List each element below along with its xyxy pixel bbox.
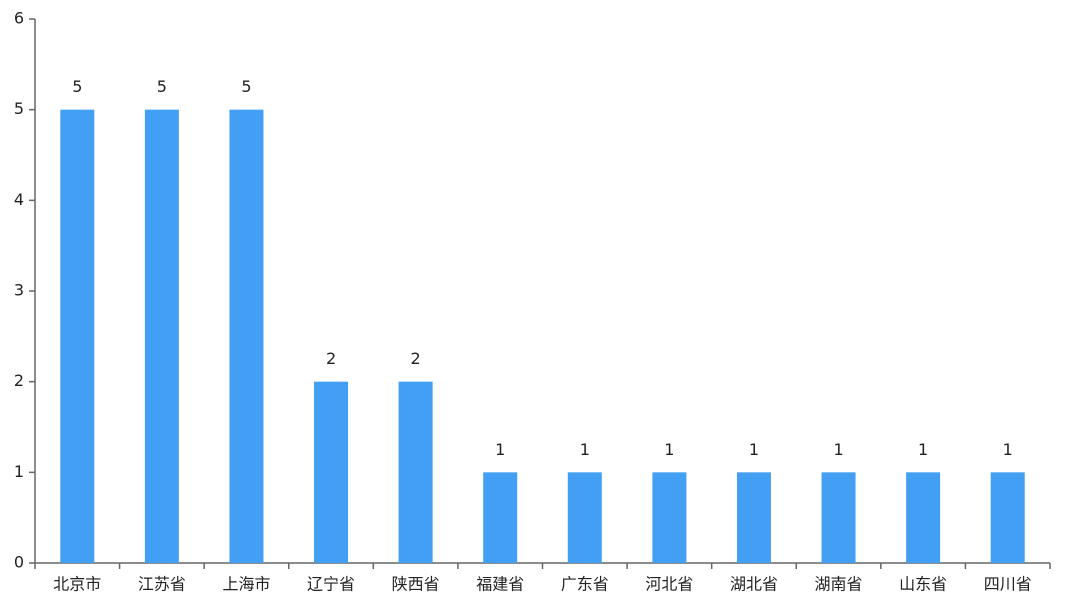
x-tick-label: 陕西省	[392, 575, 440, 594]
x-tick-label: 辽宁省	[307, 575, 355, 594]
data-label: 5	[241, 77, 251, 96]
bar	[990, 472, 1025, 563]
data-label: 1	[1003, 440, 1013, 459]
x-tick-label: 上海市	[222, 575, 270, 594]
bar	[60, 109, 95, 564]
data-label: 1	[833, 440, 843, 459]
bar	[314, 381, 349, 563]
data-label: 2	[411, 349, 421, 368]
bar	[144, 109, 179, 564]
data-label: 1	[580, 440, 590, 459]
data-label: 1	[918, 440, 928, 459]
y-tick-label: 0	[14, 553, 24, 572]
y-tick-label: 3	[14, 281, 24, 300]
y-tick-label: 2	[14, 371, 24, 390]
data-label: 5	[72, 77, 82, 96]
x-tick-label: 福建省	[476, 575, 524, 594]
bar	[736, 472, 771, 563]
data-label: 5	[157, 77, 167, 96]
bar	[229, 109, 264, 564]
y-tick-label: 5	[14, 99, 24, 118]
y-tick-label: 1	[14, 462, 24, 481]
data-label: 1	[664, 440, 674, 459]
data-label: 1	[495, 440, 505, 459]
y-tick-label: 4	[14, 190, 24, 209]
x-tick-label: 江苏省	[138, 575, 186, 594]
bar	[652, 472, 687, 563]
x-tick-label: 北京市	[53, 575, 101, 594]
x-tick-label: 湖北省	[730, 575, 778, 594]
bar	[906, 472, 941, 563]
data-label: 1	[749, 440, 759, 459]
bar	[821, 472, 856, 563]
x-tick-label: 山东省	[899, 575, 947, 594]
data-label: 2	[326, 349, 336, 368]
bar	[398, 381, 433, 563]
x-tick-label: 四川省	[984, 575, 1032, 594]
x-tick-label: 河北省	[645, 575, 693, 594]
bar	[483, 472, 518, 563]
x-tick-label: 广东省	[561, 575, 609, 594]
x-tick-label: 湖南省	[815, 575, 863, 594]
bar	[567, 472, 602, 563]
y-tick-label: 6	[14, 9, 24, 28]
